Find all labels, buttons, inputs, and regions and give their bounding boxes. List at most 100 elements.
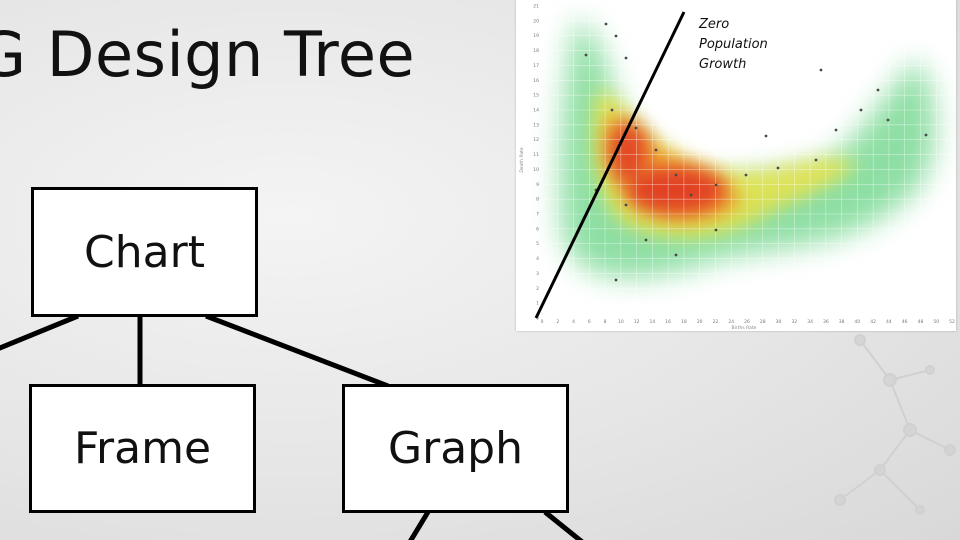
y-tick-label: 4	[536, 256, 539, 262]
country-point	[634, 126, 638, 130]
y-tick-label: 9	[536, 182, 539, 188]
density-core-2	[608, 122, 648, 182]
connector-chart-graph	[205, 313, 389, 389]
x-tick-label: 24	[728, 319, 734, 325]
annotation-line-2: Population	[699, 37, 768, 52]
y-tick-label: 20	[533, 18, 539, 24]
tree-node-graph-label: Graph	[388, 423, 523, 474]
y-tick-label: 12	[533, 137, 539, 143]
connector-graph-child-left	[408, 510, 431, 540]
annotation-line-3: Growth	[699, 57, 746, 72]
x-tick-label: 20	[697, 319, 703, 325]
slide-title: G Design Tree	[0, 18, 416, 91]
y-tick-label: 17	[533, 63, 539, 69]
annotation-line-1: Zero	[698, 17, 729, 32]
y-tick-label: 19	[533, 33, 539, 39]
tree-node-chart: Chart	[31, 187, 258, 317]
country-point	[674, 253, 678, 257]
tree-node-graph: Graph	[342, 384, 569, 513]
zero-population-growth-annotation: Zero Population Growth	[698, 17, 772, 72]
country-point	[604, 22, 608, 26]
heatmap-chart: 0 2 4 6 8 10 12 14 16 18 20 22 24 26 28 30 32 34 36 38 40 42 4…	[516, 0, 956, 331]
x-tick-label: 52	[949, 319, 955, 325]
y-tick-label: 21	[533, 4, 539, 10]
y-tick-label: 5	[536, 241, 539, 247]
country-point	[614, 278, 618, 282]
connector-chart-left	[0, 313, 79, 351]
x-tick-label: 38	[839, 319, 845, 325]
x-tick-label: 30	[776, 319, 782, 325]
decorative-network-graphic	[834, 334, 956, 515]
country-point	[859, 108, 863, 112]
x-tick-label: 32	[791, 319, 797, 325]
country-point	[689, 193, 693, 197]
y-tick-label: 16	[533, 78, 539, 84]
y-tick-label: 11	[533, 152, 539, 158]
country-point	[744, 173, 748, 177]
y-tick-label: 13	[533, 122, 539, 128]
x-tick-label: 46	[902, 319, 908, 325]
tree-node-chart-label: Chart	[84, 226, 205, 278]
y-tick-label: 14	[533, 108, 539, 114]
country-point	[764, 134, 768, 138]
x-tick-label: 48	[918, 319, 924, 325]
country-point	[644, 238, 648, 242]
y-tick-label: 6	[536, 226, 539, 232]
country-point	[814, 158, 818, 162]
connector-graph-child-right	[543, 510, 584, 540]
chart-grid	[541, 5, 953, 319]
x-tick-label: 34	[807, 319, 813, 325]
country-point	[886, 118, 890, 122]
x-tick-label: 18	[681, 319, 687, 325]
heatmap-chart-svg: 0 2 4 6 8 10 12 14 16 18 20 22 24 26 28 30 32 34 36 38 40 42 4…	[519, 4, 955, 332]
country-point	[654, 148, 658, 152]
x-tick-label: 14	[650, 319, 656, 325]
x-tick-label: 2	[556, 319, 559, 325]
country-point	[674, 173, 678, 177]
country-point	[819, 68, 823, 72]
y-tick-label: 10	[533, 167, 539, 173]
x-tick-label: 0	[541, 319, 544, 325]
country-point	[610, 108, 614, 112]
x-tick-label: 40	[855, 319, 861, 325]
country-point	[624, 203, 628, 207]
y-tick-label: 8	[536, 197, 539, 203]
country-point	[624, 56, 628, 60]
country-point	[876, 88, 880, 92]
country-point	[714, 183, 718, 187]
y-tick-label: 7	[536, 212, 539, 218]
y-tick-label: 15	[533, 93, 539, 99]
country-point	[584, 53, 588, 57]
country-point	[776, 166, 780, 170]
country-point	[924, 133, 928, 137]
x-tick-label: 26	[744, 319, 750, 325]
x-tick-label: 6	[588, 319, 591, 325]
density-core	[626, 166, 726, 214]
country-point	[614, 34, 618, 38]
x-tick-label: 28	[760, 319, 766, 325]
x-tick-label: 10	[618, 319, 624, 325]
zero-population-growth-line	[534, 11, 686, 319]
y-tick-label: 0	[536, 316, 539, 322]
x-tick-label: 4	[572, 319, 575, 325]
y-tick-label: 3	[536, 271, 539, 277]
x-tick-label: 22	[713, 319, 719, 325]
x-tick-label: 16	[665, 319, 671, 325]
y-tick-label: 2	[536, 286, 539, 292]
tree-node-frame-label: Frame	[73, 423, 212, 474]
country-point	[834, 128, 838, 132]
x-tick-label: 12	[634, 319, 640, 325]
x-tick-label: 42	[870, 319, 876, 325]
y-axis-label: Death Rate	[519, 147, 525, 173]
chart-points	[584, 22, 928, 282]
x-tick-label: 8	[604, 319, 607, 325]
y-tick-label: 18	[533, 48, 539, 54]
x-axis-label: Births Rate	[732, 325, 757, 331]
x-tick-label: 50	[933, 319, 939, 325]
country-point	[714, 228, 718, 232]
tree-node-frame: Frame	[29, 384, 256, 513]
y-tick-label: 1	[536, 301, 539, 307]
x-tick-label: 36	[823, 319, 829, 325]
chart-axes: 0 2 4 6 8 10 12 14 16 18 20 22 24 26 28 30 32 34 36 38 40 42 4…	[533, 4, 955, 326]
